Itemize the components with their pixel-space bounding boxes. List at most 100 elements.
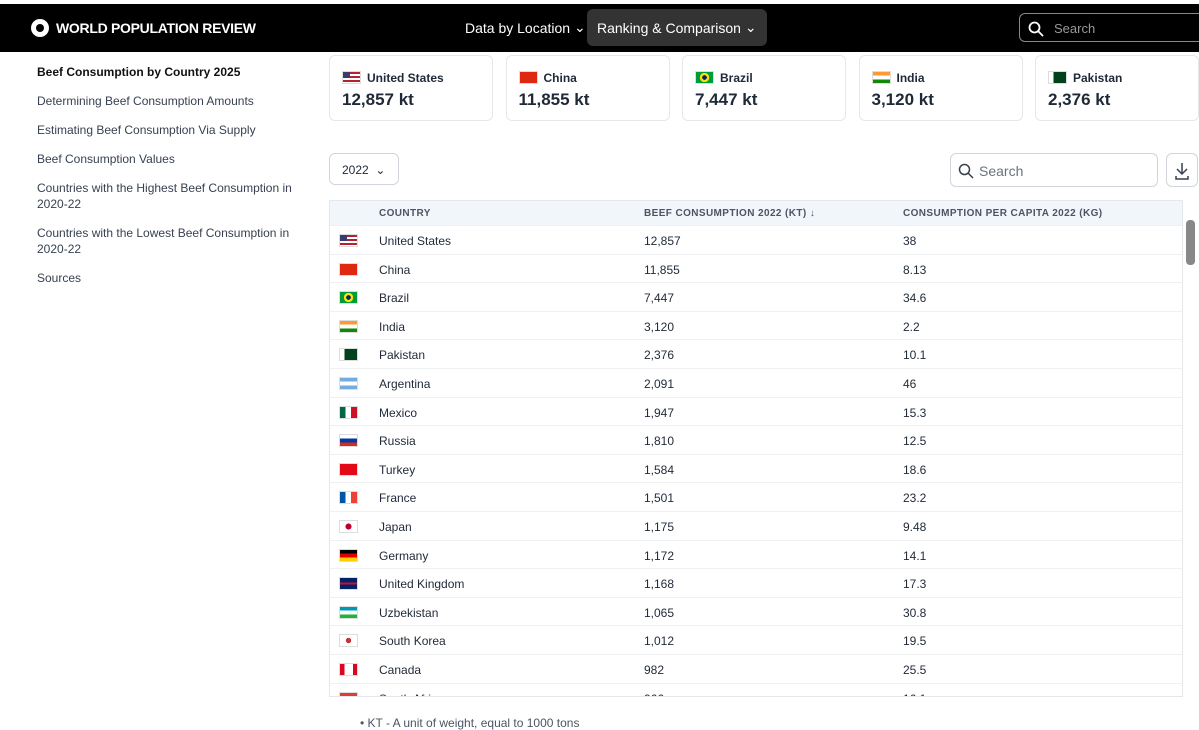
table-cell: 2,376 — [644, 348, 675, 363]
table-row: Mexico 1,947 15.3 — [330, 398, 1182, 427]
sidebar-link[interactable]: Estimating Beef Consumption Via Supply — [37, 123, 256, 137]
table-cell: 1,012 — [644, 634, 675, 649]
table-cell: Pakistan — [379, 348, 426, 363]
sidebar-link[interactable]: Determining Beef Consumption Amounts — [37, 94, 254, 108]
card-value: 12,857 kt — [342, 90, 414, 109]
header-search[interactable]: Search — [1019, 13, 1199, 42]
table-cell: 10.1 — [903, 348, 927, 363]
download-button[interactable] — [1166, 153, 1198, 187]
flag — [339, 605, 358, 619]
table-cell: 1,810 — [644, 434, 675, 449]
table-row: Japan 1,175 9.48 — [330, 512, 1182, 541]
sidebar-link[interactable]: Countries with the Lowest Beef Consumpti… — [37, 226, 290, 256]
flag — [339, 291, 358, 305]
table-cell: United States — [379, 234, 452, 248]
header: WORLD POPULATION REVIEW Data by Location… — [0, 4, 1199, 52]
search-placeholder: Search — [1054, 21, 1096, 36]
table-cell: South Korea — [379, 634, 446, 649]
table-row: Russia 1,810 12.5 — [330, 426, 1182, 455]
column-header[interactable]: BEEF CONSUMPTION 2022 (KT) ↓ — [644, 208, 816, 219]
search-placeholder: Search — [979, 163, 1024, 179]
table-cell: Uzbekistan — [379, 605, 439, 620]
table-cell: 966 — [644, 692, 664, 696]
country-card[interactable]: Brazil 7,447 kt — [682, 55, 846, 121]
flag — [339, 663, 358, 676]
sidebar-link[interactable]: Countries with the Highest Beef Consumpt… — [37, 181, 292, 211]
nav-item[interactable]: Ranking & Comparison ⌄ — [587, 9, 767, 46]
flag — [339, 405, 358, 419]
nav-item[interactable]: Data by Location ⌄ — [465, 19, 586, 36]
table-cell: 46 — [903, 377, 917, 391]
column-header[interactable]: COUNTRY — [379, 208, 431, 219]
table-row: South Africa 966 16.1 — [330, 684, 1182, 696]
table-cell: Russia — [379, 434, 416, 449]
table-cell: China — [379, 262, 411, 277]
sidebar: Beef Consumption by Country 2025 Determin… — [37, 64, 297, 299]
table-cell: 1,175 — [644, 520, 675, 534]
column-header[interactable]: CONSUMPTION PER CAPITA 2022 (KG) — [903, 208, 1103, 219]
table-row: France 1,501 23.2 — [330, 483, 1182, 512]
table-row: China 11,855 8.13 — [330, 255, 1182, 284]
table-cell: 19.5 — [903, 634, 927, 649]
table-cell: 23.2 — [903, 491, 927, 506]
year-select[interactable]: 2022 ⌄ — [329, 153, 399, 185]
table-cell: 18.6 — [903, 462, 927, 477]
sidebar-link[interactable]: Sources — [37, 271, 82, 285]
sidebar-link[interactable]: Beef Consumption Values — [37, 152, 175, 166]
table-cell: 25.5 — [903, 663, 927, 677]
flag — [339, 434, 358, 448]
table-cell: 16.1 — [903, 692, 926, 696]
country-card[interactable]: United States 12,857 kt — [329, 55, 493, 121]
scroll-thumb[interactable] — [1186, 220, 1195, 265]
table-cell: 30.8 — [903, 605, 927, 620]
table-row: India 3,120 2.2 — [330, 312, 1182, 341]
country-card[interactable]: Pakistan 2,376 kt — [1035, 55, 1199, 121]
flag — [339, 234, 358, 247]
card-value: 11,855 kt — [518, 90, 590, 109]
flag — [339, 577, 358, 591]
card-country: India — [871, 71, 925, 85]
flag — [339, 377, 358, 390]
table-cell: 982 — [644, 663, 665, 677]
logo-icon — [31, 19, 49, 37]
table-cell: Argentina — [379, 377, 431, 391]
flag — [339, 462, 358, 476]
logo[interactable]: WORLD POPULATION REVIEW — [30, 18, 256, 38]
table-cell: 14.1 — [903, 548, 927, 563]
table-cell: 11,855 — [644, 262, 680, 277]
table-cell: Turkey — [379, 462, 416, 477]
nav-label: Ranking & Comparison — [597, 19, 741, 36]
scrollbar[interactable] — [1186, 204, 1195, 694]
table-cell: Germany — [379, 548, 429, 563]
search-icon — [958, 163, 974, 179]
table-row: United Kingdom 1,168 17.3 — [330, 569, 1182, 598]
sidebar-link[interactable]: Beef Consumption by Country 2025 — [37, 65, 241, 79]
flag — [342, 71, 361, 84]
table-cell: 12.5 — [903, 434, 927, 449]
country-card[interactable]: India 3,120 kt — [858, 55, 1023, 121]
table-cell: 3,120 — [644, 319, 675, 334]
table-cell: United Kingdom — [379, 577, 465, 592]
footnote-text: KT - A unit of weight, equal to 1000 ton… — [367, 716, 580, 730]
table-cell: 1,501 — [644, 491, 675, 506]
flag — [339, 691, 358, 696]
table-row: Turkey 1,584 18.6 — [330, 455, 1182, 484]
table-cell: 9.48 — [903, 520, 927, 534]
table-cell: 1,584 — [644, 462, 675, 477]
table-row: Canada 982 25.5 — [330, 655, 1182, 684]
flag — [518, 71, 538, 84]
table-row: United States 12,857 38 — [330, 226, 1182, 255]
table-cell: 1,172 — [644, 548, 675, 563]
table-cell: 2.2 — [903, 319, 920, 334]
table-cell: 1,947 — [644, 405, 675, 420]
table-cell: South Africa — [379, 692, 444, 696]
flag — [1048, 71, 1067, 84]
country-card[interactable]: China 11,855 kt — [505, 55, 670, 121]
card-value: 3,120 kt — [871, 90, 934, 109]
table-cell: 15.3 — [903, 405, 927, 420]
flag — [339, 520, 358, 533]
table-header: COUNTRY BEEF CONSUMPTION 2022 (KT) ↓ CONSU… — [330, 201, 1182, 226]
flag — [339, 491, 358, 505]
table-search[interactable]: Search — [950, 153, 1158, 187]
